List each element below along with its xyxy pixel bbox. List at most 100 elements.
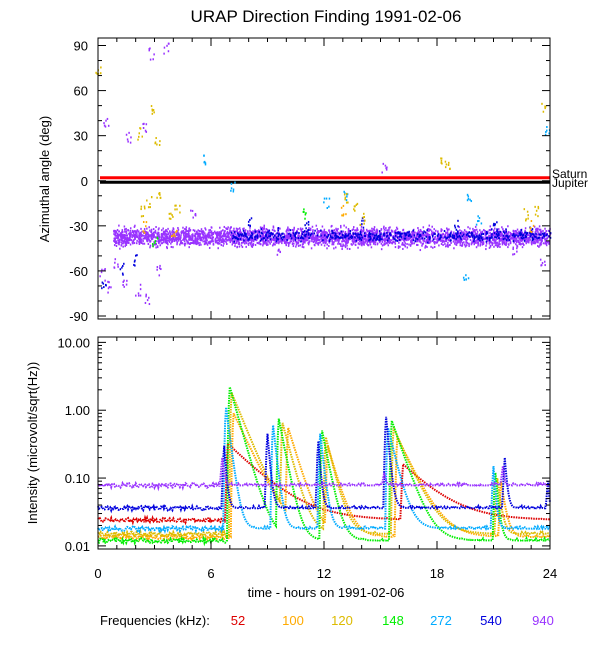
azimuth-point xyxy=(495,231,497,234)
azimuth-point xyxy=(497,228,500,231)
azimuth-point xyxy=(190,209,192,212)
azimuth-point xyxy=(232,237,234,240)
azimuth-point xyxy=(350,235,353,238)
azimuth-point xyxy=(246,230,249,233)
azimuth-point xyxy=(387,231,389,234)
azimuth-point xyxy=(494,227,496,230)
azimuth-point xyxy=(119,268,122,271)
azimuth-point xyxy=(386,166,388,169)
azimuth-point xyxy=(331,243,333,246)
azimuth-point xyxy=(507,225,509,228)
azimuth-point xyxy=(380,231,382,234)
azimuth-point xyxy=(474,225,477,228)
azimuth-point xyxy=(213,230,216,233)
azimuth-point xyxy=(125,227,127,230)
azimuth-point xyxy=(530,220,533,223)
azimuth-point xyxy=(539,242,541,245)
azimuth-point xyxy=(499,246,501,249)
azimuth-point xyxy=(401,243,403,246)
azimuth-point xyxy=(184,234,187,237)
azimuth-point xyxy=(508,243,510,246)
azimuth-point xyxy=(380,233,382,236)
azimuth-point xyxy=(412,239,415,242)
azimuth-point xyxy=(501,243,504,246)
azimuth-point xyxy=(331,239,333,242)
azimuth-point xyxy=(288,236,290,239)
azimuth-point xyxy=(335,236,337,239)
azimuth-point xyxy=(286,235,288,238)
azimuth-point xyxy=(156,268,158,271)
azimuth-point xyxy=(382,162,385,165)
azimuth-point xyxy=(252,244,254,247)
azimuth-point xyxy=(205,234,207,237)
azimuth-point xyxy=(520,238,523,241)
azimuth-point xyxy=(137,138,139,141)
azimuth-point xyxy=(169,233,172,236)
azimuth-point xyxy=(291,242,294,245)
azimuth-point xyxy=(546,237,548,240)
azimuth-point xyxy=(123,236,125,239)
azimuth-point xyxy=(311,238,313,241)
azimuth-point xyxy=(532,224,535,227)
azimuth-point xyxy=(363,212,365,215)
azimuth-point xyxy=(449,167,451,170)
azimuth-point xyxy=(117,234,119,237)
azimuth-point xyxy=(277,229,280,232)
azimuth-point xyxy=(250,236,252,239)
azimuth-point xyxy=(394,233,397,236)
azimuth-point xyxy=(363,232,366,235)
azimuth-point xyxy=(354,243,357,246)
azimuth-point xyxy=(357,246,359,249)
azimuth-point xyxy=(305,212,307,215)
azimuth-point xyxy=(141,238,143,241)
azimuth-point xyxy=(493,224,496,227)
azimuth-point xyxy=(145,123,148,126)
azimuth-point xyxy=(323,228,326,231)
azimuth-point xyxy=(454,242,456,245)
azimuth-point xyxy=(151,112,154,115)
azimuth-point xyxy=(258,230,260,233)
azimuth-point xyxy=(115,242,117,245)
azimuth-point xyxy=(434,236,436,239)
azimuth-point xyxy=(167,243,169,246)
azimuth-point xyxy=(346,195,348,198)
azimuth-point xyxy=(222,244,224,247)
azimuth-point xyxy=(203,154,205,157)
azimuth-point xyxy=(134,230,136,233)
azimuth-point xyxy=(142,231,145,234)
azimuth-point xyxy=(292,240,295,243)
azimuth-point xyxy=(173,234,175,237)
azimuth-point xyxy=(252,238,254,241)
azimuth-point xyxy=(453,233,456,236)
azimuth-point xyxy=(378,232,381,235)
azimuth-point xyxy=(138,234,140,237)
azimuth-point xyxy=(214,237,217,240)
azimuth-point xyxy=(339,235,342,238)
azimuth-point xyxy=(189,236,191,239)
azimuth-point xyxy=(431,236,434,239)
azimuth-point xyxy=(294,238,297,241)
azimuth-point xyxy=(322,239,324,242)
azimuth-point xyxy=(391,242,394,245)
azimuth-point xyxy=(347,241,349,244)
azimuth-point xyxy=(222,234,225,237)
azimuth-point xyxy=(474,229,476,232)
azimuth-point xyxy=(245,233,247,236)
azimuth-point xyxy=(150,236,152,239)
azimuth-point xyxy=(442,237,444,240)
azimuth-point xyxy=(118,242,120,245)
azimuth-point xyxy=(122,283,124,286)
azimuth-point xyxy=(120,241,122,244)
azimuth-point xyxy=(514,237,516,240)
azimuth-point xyxy=(535,235,538,238)
azimuth-point xyxy=(304,235,307,238)
azimuth-point xyxy=(327,233,330,236)
azimuth-point xyxy=(361,230,363,233)
azimuth-point xyxy=(149,240,151,243)
azimuth-point xyxy=(153,241,155,244)
azimuth-point xyxy=(239,233,242,236)
azimuth-point xyxy=(204,227,206,230)
azimuth-point xyxy=(149,202,151,205)
azimuth-point xyxy=(148,296,150,299)
azimuth-point xyxy=(233,227,235,230)
